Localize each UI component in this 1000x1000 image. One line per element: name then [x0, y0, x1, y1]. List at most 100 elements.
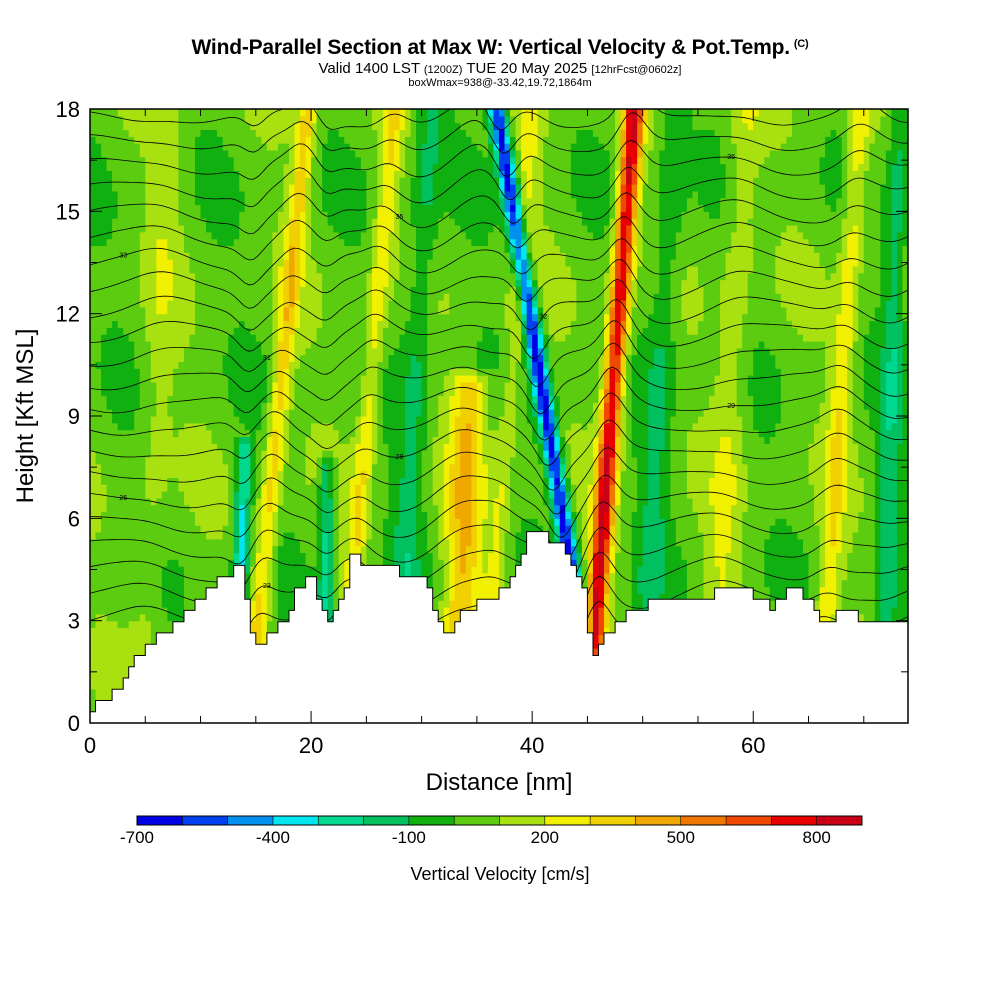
velocity-cell: [283, 109, 290, 117]
velocity-cell: [316, 306, 323, 315]
velocity-cell: [283, 497, 290, 506]
velocity-cell: [139, 136, 146, 144]
velocity-cell: [195, 484, 202, 492]
velocity-cell: [233, 450, 240, 458]
velocity-cell: [388, 409, 395, 417]
velocity-cell: [294, 218, 301, 226]
velocity-cell: [377, 354, 384, 363]
velocity-cell: [349, 511, 356, 519]
velocity-cell: [222, 143, 229, 151]
velocity-cell: [250, 559, 257, 567]
velocity-cell: [300, 156, 307, 165]
velocity-cell: [161, 402, 168, 410]
velocity-cell: [322, 518, 329, 526]
velocity-cell: [156, 627, 163, 635]
velocity-cell: [206, 347, 213, 356]
velocity-cell: [145, 381, 152, 390]
velocity-cell: [366, 518, 373, 526]
velocity-cell: [233, 388, 240, 397]
velocity-cell: [261, 388, 268, 397]
velocity-cell: [294, 552, 301, 560]
velocity-cell: [195, 170, 202, 178]
velocity-cell: [183, 511, 191, 519]
velocity-cell: [145, 566, 152, 574]
velocity-cell: [178, 293, 185, 301]
velocity-cell: [294, 211, 301, 219]
velocity-cell: [128, 122, 135, 131]
velocity-cell: [371, 436, 379, 444]
velocity-cell: [355, 272, 362, 281]
velocity-cell: [128, 334, 135, 342]
velocity-cell: [195, 497, 202, 506]
velocity-cell: [288, 313, 296, 322]
velocity-cell: [311, 231, 318, 240]
velocity-cell: [283, 586, 290, 594]
velocity-cell: [366, 525, 373, 533]
velocity-cell: [333, 184, 340, 192]
velocity-cell: [327, 538, 334, 547]
velocity-cell: [195, 456, 202, 465]
velocity-cell: [266, 518, 273, 526]
velocity-cell: [195, 109, 202, 117]
velocity-cell: [206, 204, 213, 212]
velocity-cell: [288, 334, 296, 342]
velocity-cell: [255, 143, 262, 151]
velocity-cell: [95, 238, 102, 247]
velocity-cell: [388, 170, 395, 178]
velocity-cell: [333, 224, 340, 233]
velocity-cell: [294, 184, 301, 192]
velocity-cell: [101, 361, 108, 369]
velocity-cell: [344, 511, 351, 519]
velocity-cell: [283, 559, 290, 567]
velocity-cell: [366, 327, 373, 335]
velocity-cell: [123, 224, 130, 233]
velocity-cell: [90, 456, 97, 465]
velocity-cell: [288, 347, 296, 356]
velocity-cell: [134, 402, 141, 410]
velocity-cell: [294, 409, 301, 417]
valid-prefix: Valid 1400 LST: [318, 60, 420, 77]
velocity-cell: [255, 122, 262, 131]
velocity-cell: [244, 518, 251, 526]
velocity-cell: [239, 477, 246, 485]
velocity-cell: [112, 293, 119, 301]
velocity-cell: [178, 115, 185, 124]
velocity-cell: [200, 572, 207, 581]
velocity-cell: [338, 593, 345, 601]
velocity-cell: [139, 122, 146, 131]
velocity-cell: [128, 538, 135, 547]
velocity-cell: [377, 170, 384, 178]
velocity-cell: [167, 129, 174, 137]
velocity-cell: [145, 545, 152, 554]
velocity-cell: [189, 429, 196, 438]
velocity-cell: [300, 545, 307, 554]
velocity-cell: [206, 559, 213, 567]
velocity-cell: [178, 129, 185, 137]
velocity-cell: [294, 334, 301, 342]
velocity-cell: [261, 265, 268, 274]
velocity-cell: [300, 470, 307, 478]
velocity-cell: [178, 327, 185, 335]
velocity-cell: [327, 600, 334, 608]
velocity-cell: [150, 491, 157, 499]
velocity-cell: [195, 559, 202, 567]
velocity-cell: [377, 218, 384, 226]
velocity-cell: [349, 265, 356, 274]
velocity-cell: [167, 388, 174, 397]
velocity-cell: [333, 477, 340, 485]
velocity-cell: [327, 361, 334, 369]
velocity-cell: [139, 197, 146, 206]
velocity-cell: [333, 149, 340, 158]
velocity-cell: [206, 361, 213, 369]
velocity-cell: [322, 504, 329, 513]
velocity-cell: [388, 259, 395, 267]
velocity-cell: [300, 559, 307, 567]
velocity-cell: [338, 327, 345, 335]
velocity-cell: [172, 334, 180, 342]
velocity-cell: [316, 259, 323, 267]
velocity-cell: [112, 156, 119, 165]
velocity-cell: [206, 354, 213, 363]
velocity-cell: [117, 566, 124, 574]
velocity-cell: [388, 340, 395, 349]
velocity-cell: [277, 361, 285, 369]
